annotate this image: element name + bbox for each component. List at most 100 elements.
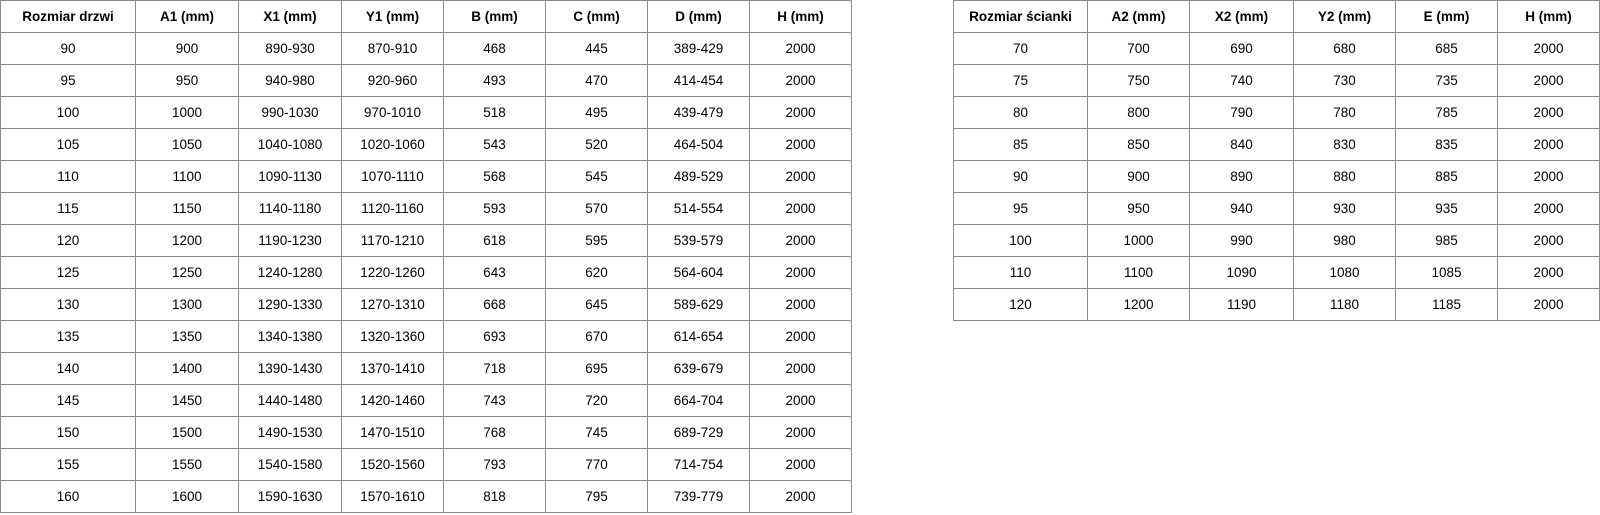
table-cell: 545 <box>545 160 648 193</box>
table-cell: 468 <box>443 32 546 65</box>
table-cell: 150 <box>0 416 136 449</box>
table-cell: 1250 <box>135 256 239 289</box>
table-cell: 2000 <box>1497 224 1600 257</box>
table-cell: 920-960 <box>341 64 444 97</box>
table-cell: 620 <box>545 256 648 289</box>
table-cell: 970-1010 <box>341 96 444 129</box>
table-cell: 890-930 <box>238 32 342 65</box>
table-cell: 1320-1360 <box>341 320 444 353</box>
table-cell: 2000 <box>1497 160 1600 193</box>
table-cell: 670 <box>545 320 648 353</box>
column-header: Y1 (mm) <box>341 0 444 33</box>
table-cell: 2000 <box>749 32 852 65</box>
table-cell: 818 <box>443 480 546 513</box>
table-cell: 880 <box>1293 160 1396 193</box>
table-cell: 389-429 <box>647 32 750 65</box>
table-cell: 1080 <box>1293 256 1396 289</box>
table-cell: 95 <box>953 192 1088 225</box>
table-cell: 120 <box>953 288 1088 321</box>
table-cell: 743 <box>443 384 546 417</box>
table-cell: 1520-1560 <box>341 448 444 481</box>
table-row: 100 1000 990-1030 970-1010 518 495 439-479 2000 <box>0 96 852 129</box>
table-cell: 2000 <box>1497 32 1600 65</box>
table-cell: 75 <box>953 64 1088 97</box>
table-cell: 985 <box>1395 224 1498 257</box>
table-cell: 1000 <box>135 96 239 129</box>
table-cell: 780 <box>1293 96 1396 129</box>
table-cell: 495 <box>545 96 648 129</box>
table-cell: 2000 <box>749 288 852 321</box>
table-cell: 668 <box>443 288 546 321</box>
table-cell: 720 <box>545 384 648 417</box>
table-cell: 2000 <box>749 416 852 449</box>
column-header: Rozmiar drzwi <box>0 0 136 33</box>
table-cell: 740 <box>1189 64 1294 97</box>
table-cell: 830 <box>1293 128 1396 161</box>
table-cell: 1290-1330 <box>238 288 342 321</box>
table-cell: 2000 <box>749 320 852 353</box>
table-cell: 1220-1260 <box>341 256 444 289</box>
table-cell: 70 <box>953 32 1088 65</box>
table-cell: 105 <box>0 128 136 161</box>
table-row: 120 1200 1190-1230 1170-1210 618 595 539-579 20… <box>0 224 852 257</box>
table-cell: 689-729 <box>647 416 750 449</box>
table-cell: 2000 <box>749 256 852 289</box>
table-row: 125 1250 1240-1280 1220-1260 643 620 564-604 20… <box>0 256 852 289</box>
table-cell: 800 <box>1087 96 1190 129</box>
column-header: Y2 (mm) <box>1293 0 1396 33</box>
table-cell: 2000 <box>749 192 852 225</box>
table-cell: 2000 <box>1497 64 1600 97</box>
table-cell: 464-504 <box>647 128 750 161</box>
column-header: B (mm) <box>443 0 546 33</box>
table-row: 140 1400 1390-1430 1370-1410 718 695 639-679 20… <box>0 352 852 385</box>
table-row: 155 1550 1540-1580 1520-1560 793 770 714-754 20… <box>0 448 852 481</box>
table-cell: 768 <box>443 416 546 449</box>
table-cell: 1050 <box>135 128 239 161</box>
table-cell: 1550 <box>135 448 239 481</box>
table-cell: 1040-1080 <box>238 128 342 161</box>
table-cell: 110 <box>953 256 1088 289</box>
table-cell: 539-579 <box>647 224 750 257</box>
table-cell: 1540-1580 <box>238 448 342 481</box>
table-cell: 80 <box>953 96 1088 129</box>
table-cell: 1170-1210 <box>341 224 444 257</box>
table-cell: 770 <box>545 448 648 481</box>
table-cell: 890 <box>1189 160 1294 193</box>
table-cell: 414-454 <box>647 64 750 97</box>
table-cell: 445 <box>545 32 648 65</box>
table-row: 115 1150 1140-1180 1120-1160 593 570 514-554 20… <box>0 192 852 225</box>
table-cell: 514-554 <box>647 192 750 225</box>
table-cell: 2000 <box>749 448 852 481</box>
table-cell: 690 <box>1189 32 1294 65</box>
table-cell: 493 <box>443 64 546 97</box>
table-row: 85 850 840 830 835 2000 <box>953 128 1600 161</box>
table-cell: 1090 <box>1189 256 1294 289</box>
table-header-row: Rozmiar ścianki A2 (mm) X2 (mm) Y2 (mm) E (m… <box>953 0 1600 33</box>
table-cell: 130 <box>0 288 136 321</box>
table-cell: 564-604 <box>647 256 750 289</box>
table-cell: 1490-1530 <box>238 416 342 449</box>
table-cell: 135 <box>0 320 136 353</box>
table-cell: 1090-1130 <box>238 160 342 193</box>
table-cell: 1200 <box>1087 288 1190 321</box>
table-cell: 2000 <box>749 160 852 193</box>
table-cell: 520 <box>545 128 648 161</box>
table-cell: 900 <box>135 32 239 65</box>
table-cell: 795 <box>545 480 648 513</box>
table-cell: 643 <box>443 256 546 289</box>
table-cell: 570 <box>545 192 648 225</box>
table-cell: 110 <box>0 160 136 193</box>
table-cell: 2000 <box>749 384 852 417</box>
table-cell: 2000 <box>1497 96 1600 129</box>
table-cell: 1600 <box>135 480 239 513</box>
table-cell: 745 <box>545 416 648 449</box>
table-cell: 1070-1110 <box>341 160 444 193</box>
table-cell: 155 <box>0 448 136 481</box>
table-cell: 695 <box>545 352 648 385</box>
table-cell: 1470-1510 <box>341 416 444 449</box>
table-cell: 1150 <box>135 192 239 225</box>
table-cell: 1000 <box>1087 224 1190 257</box>
wall-size-table: Rozmiar ścianki A2 (mm) X2 (mm) Y2 (mm) E (m… <box>953 0 1600 321</box>
table-row: 95 950 940-980 920-960 493 470 414-454 2000 <box>0 64 852 97</box>
table-cell: 1240-1280 <box>238 256 342 289</box>
